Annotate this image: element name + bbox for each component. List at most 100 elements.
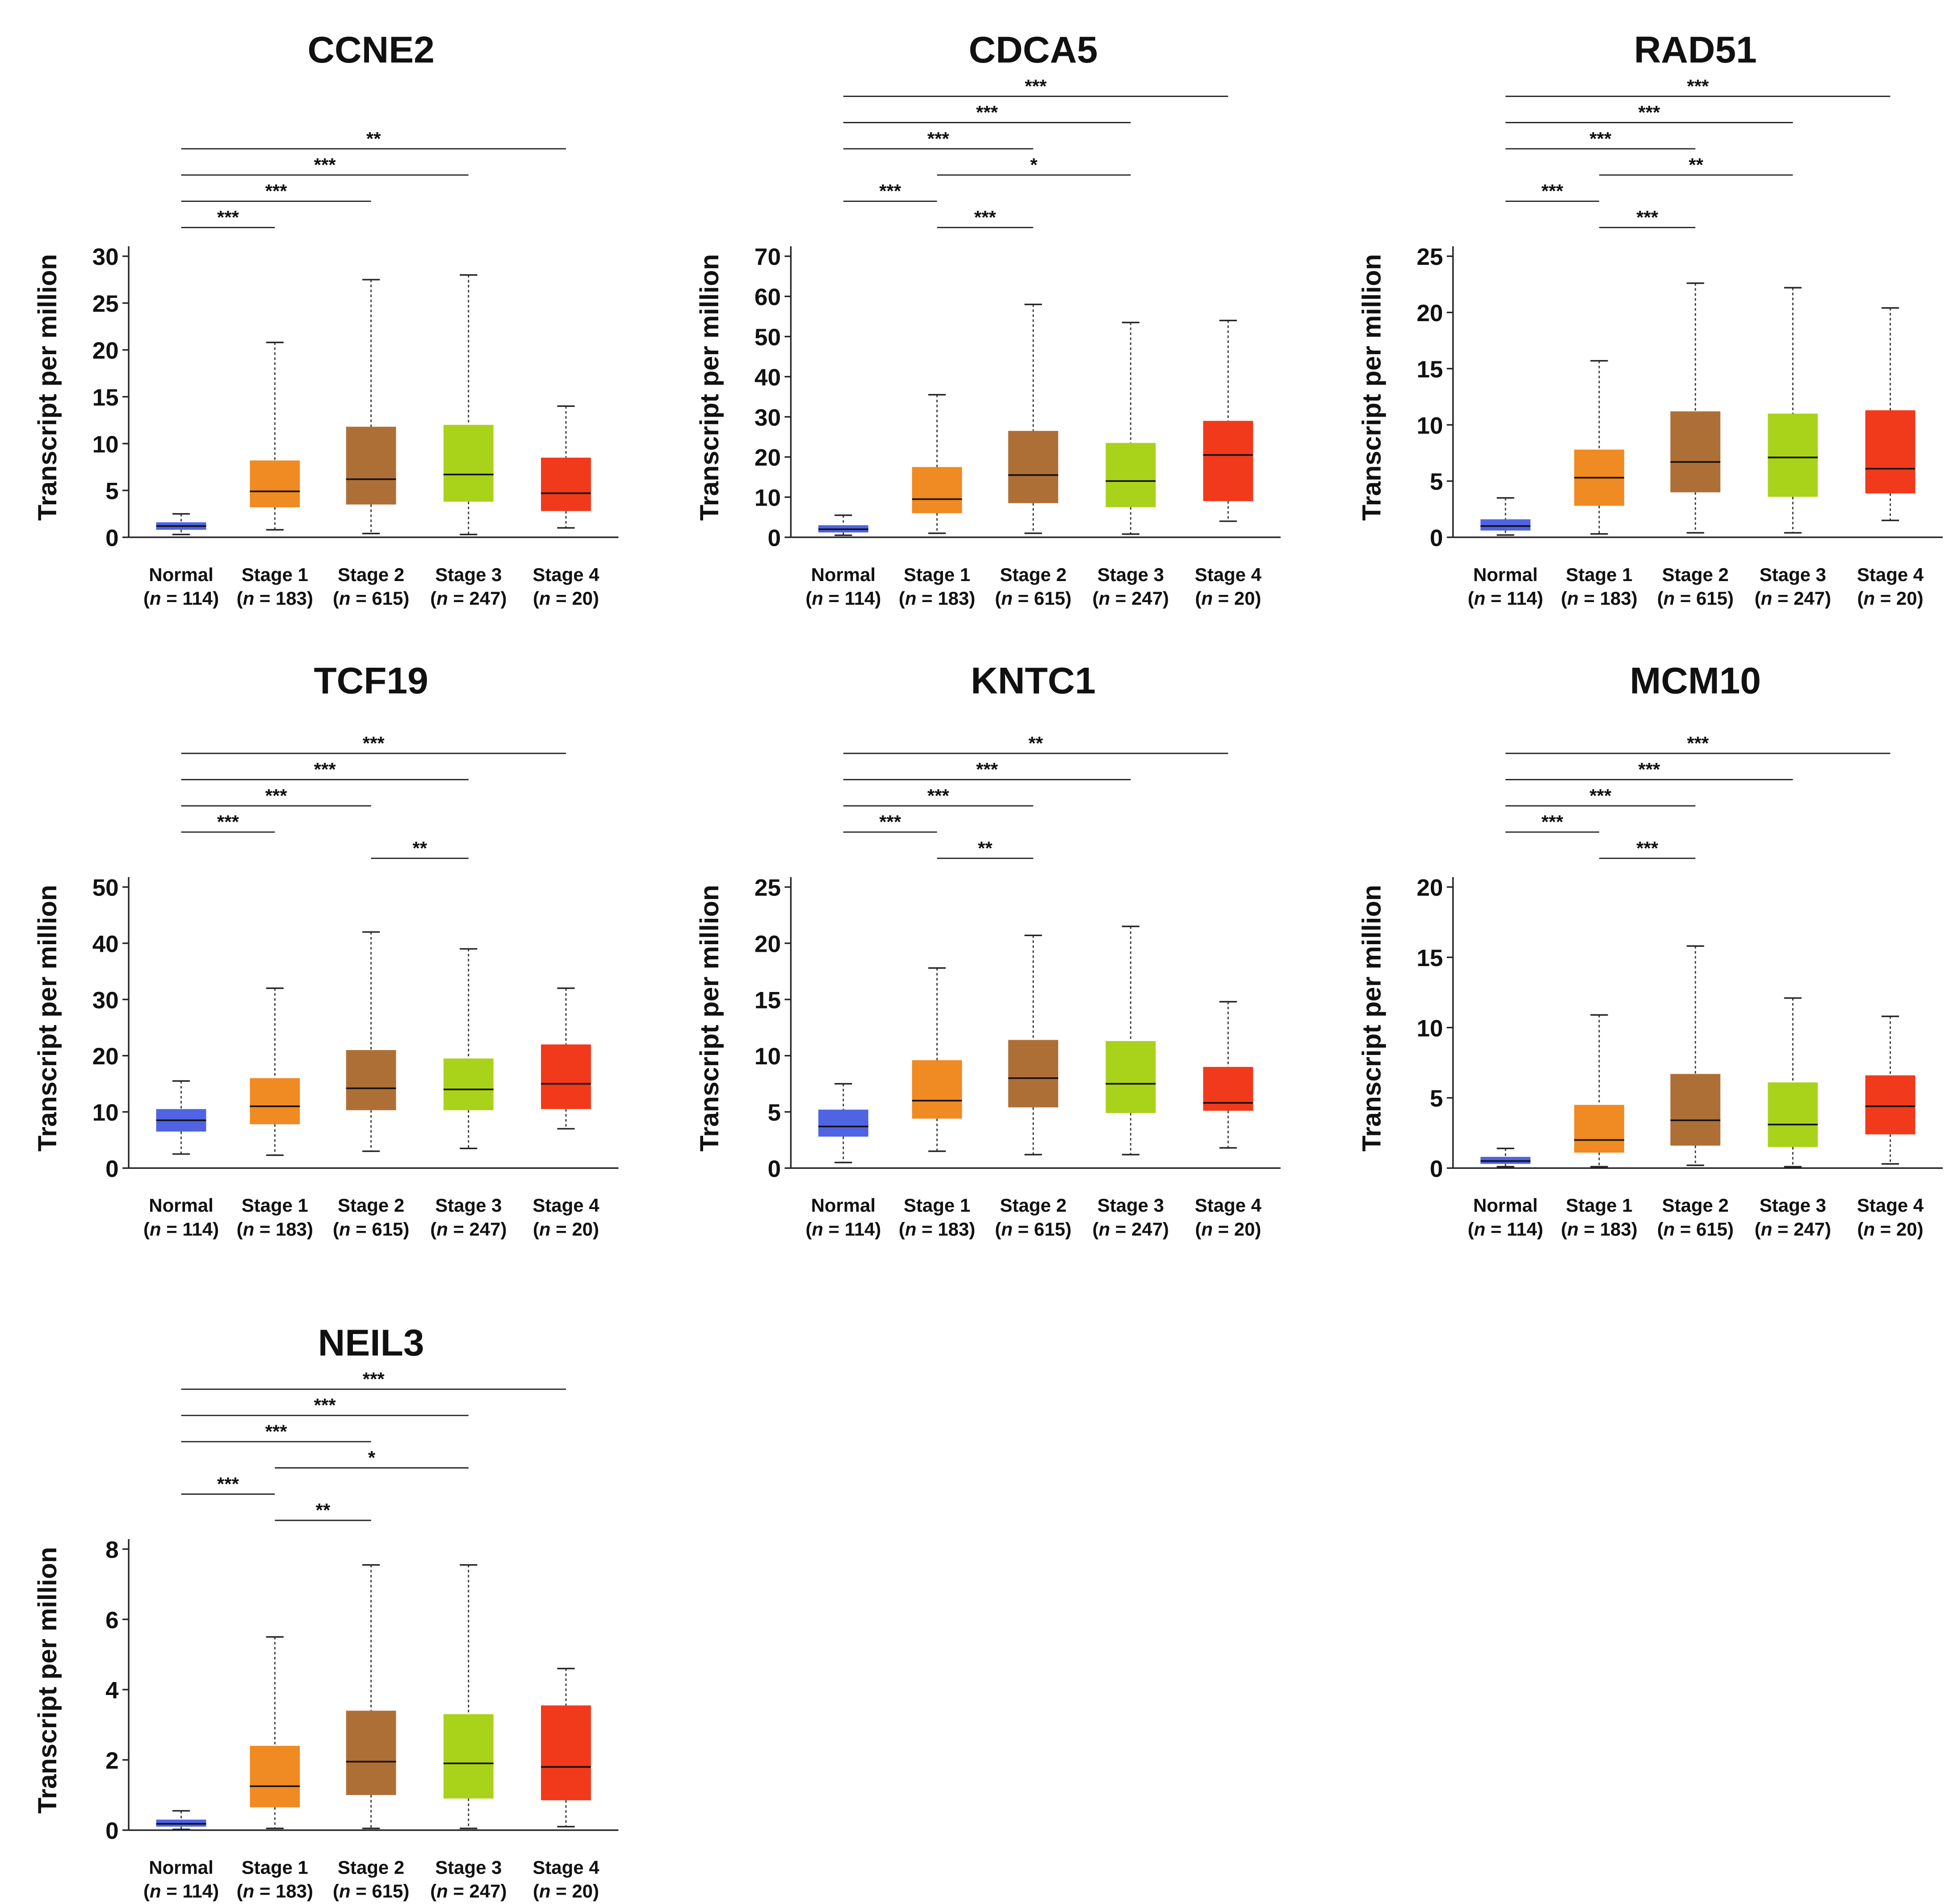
sample-size-label: (n = 20) xyxy=(1195,588,1261,609)
sample-size-label: (n = 20) xyxy=(1857,588,1924,609)
category-label: Stage 4 xyxy=(1857,1195,1924,1216)
box-stage-3 xyxy=(1768,1082,1818,1147)
box-stage-4 xyxy=(1203,421,1253,502)
chart-title: RAD51 xyxy=(1634,29,1757,71)
sample-size-label: (n = 615) xyxy=(333,1218,409,1239)
y-tick-label: 15 xyxy=(754,987,781,1013)
box-normal xyxy=(818,1109,868,1137)
category-label: Stage 1 xyxy=(1566,564,1632,585)
significance-label: *** xyxy=(1638,102,1660,123)
significance-label: ** xyxy=(978,837,993,858)
sample-size-label: (n = 615) xyxy=(1657,588,1734,609)
sample-size-label: (n = 247) xyxy=(1092,1218,1169,1239)
chart-panel-mcm10: MCM10 Transcript per million 0 5 10 15 20 Norma… xyxy=(1357,660,1943,1239)
y-axis-label: Transcript per million xyxy=(33,254,62,521)
significance-label: *** xyxy=(314,1395,336,1416)
significance-label: *** xyxy=(1589,128,1612,149)
category-label: Stage 4 xyxy=(532,1195,599,1216)
significance-label: ** xyxy=(316,1500,331,1521)
category-label: Stage 3 xyxy=(435,1857,502,1878)
sample-size-label: (n = 183) xyxy=(1561,1218,1637,1239)
significance-label: *** xyxy=(265,785,288,806)
category-label: Stage 2 xyxy=(338,1195,404,1216)
chart-title: TCF19 xyxy=(314,660,428,702)
sample-size-label: (n = 247) xyxy=(430,1881,507,1902)
sample-size-label: (n = 114) xyxy=(805,1218,881,1239)
significance-label: ** xyxy=(1028,732,1043,753)
category-label: Stage 1 xyxy=(242,1857,308,1878)
significance-label: *** xyxy=(879,180,901,201)
significance-label: *** xyxy=(1636,207,1659,228)
sample-size-label: (n = 615) xyxy=(333,588,409,609)
chart-title: MCM10 xyxy=(1630,660,1761,702)
significance-label: *** xyxy=(265,180,288,201)
y-tick-label: 10 xyxy=(92,431,119,458)
sample-size-label: (n = 114) xyxy=(143,1218,219,1239)
box-stage-1 xyxy=(912,1060,962,1119)
box-stage-3 xyxy=(1106,443,1156,507)
y-tick-label: 0 xyxy=(1430,525,1443,552)
box-stage-1 xyxy=(250,1745,300,1808)
significance-label: *** xyxy=(879,812,901,833)
significance-label: *** xyxy=(265,1421,288,1442)
category-label: Stage 1 xyxy=(904,564,970,585)
y-tick-label: 5 xyxy=(1430,1086,1443,1112)
sample-size-label: (n = 114) xyxy=(143,1881,219,1902)
sample-size-label: (n = 615) xyxy=(333,1881,409,1902)
category-label: Stage 4 xyxy=(1195,564,1262,585)
box-stage-4 xyxy=(541,457,591,511)
y-tick-label: 2 xyxy=(105,1748,119,1774)
category-label: Stage 3 xyxy=(435,1195,502,1216)
y-tick-label: 70 xyxy=(754,244,781,270)
significance-label: *** xyxy=(976,102,998,123)
box-stage-3 xyxy=(443,1058,494,1110)
category-label: Stage 4 xyxy=(1195,1195,1262,1216)
box-stage-4 xyxy=(1203,1067,1253,1111)
sample-size-label: (n = 114) xyxy=(1468,1218,1543,1239)
y-axis-label: Transcript per million xyxy=(33,885,62,1151)
y-tick-label: 50 xyxy=(92,875,119,901)
box-stage-3 xyxy=(443,1714,494,1799)
significance-label: *** xyxy=(1636,837,1659,858)
category-label: Stage 3 xyxy=(435,564,502,585)
box-stage-1 xyxy=(250,1078,300,1125)
box-stage-1 xyxy=(250,460,300,507)
box-stage-1 xyxy=(1574,1105,1624,1153)
sample-size-label: (n = 114) xyxy=(805,588,881,609)
category-label: Normal xyxy=(149,564,214,585)
sample-size-label: (n = 183) xyxy=(899,1218,975,1239)
chart-title: CCNE2 xyxy=(307,29,434,71)
y-tick-label: 15 xyxy=(92,385,119,411)
box-stage-1 xyxy=(912,467,962,514)
significance-label: *** xyxy=(1542,180,1564,201)
significance-label: *** xyxy=(217,207,239,228)
category-label: Stage 2 xyxy=(1662,564,1729,585)
significance-label: ** xyxy=(1689,155,1703,176)
box-stage-4 xyxy=(1865,410,1915,494)
category-label: Normal xyxy=(1473,564,1538,585)
category-label: Stage 2 xyxy=(1000,564,1066,585)
y-tick-label: 0 xyxy=(105,1818,119,1844)
y-tick-label: 0 xyxy=(767,1156,781,1182)
sample-size-label: (n = 20) xyxy=(1195,1218,1261,1239)
significance-label: *** xyxy=(974,207,997,228)
y-tick-label: 20 xyxy=(92,338,119,364)
category-label: Normal xyxy=(811,564,876,585)
y-tick-label: 25 xyxy=(92,291,119,317)
significance-label: *** xyxy=(1638,759,1660,780)
y-tick-label: 20 xyxy=(1417,875,1443,901)
sample-size-label: (n = 183) xyxy=(237,1218,313,1239)
significance-label: *** xyxy=(1589,785,1612,806)
box-normal xyxy=(1480,519,1531,531)
category-label: Stage 4 xyxy=(1857,564,1924,585)
category-label: Stage 1 xyxy=(242,1195,308,1216)
chart-title: NEIL3 xyxy=(318,1322,424,1364)
significance-label: *** xyxy=(927,128,950,149)
sample-size-label: (n = 183) xyxy=(1561,588,1637,609)
sample-size-label: (n = 114) xyxy=(1468,588,1543,609)
significance-label: *** xyxy=(314,759,336,780)
y-tick-label: 15 xyxy=(1417,356,1443,383)
category-label: Stage 1 xyxy=(904,1195,970,1216)
chart-title: KNTC1 xyxy=(971,660,1096,702)
category-label: Stage 4 xyxy=(532,564,599,585)
